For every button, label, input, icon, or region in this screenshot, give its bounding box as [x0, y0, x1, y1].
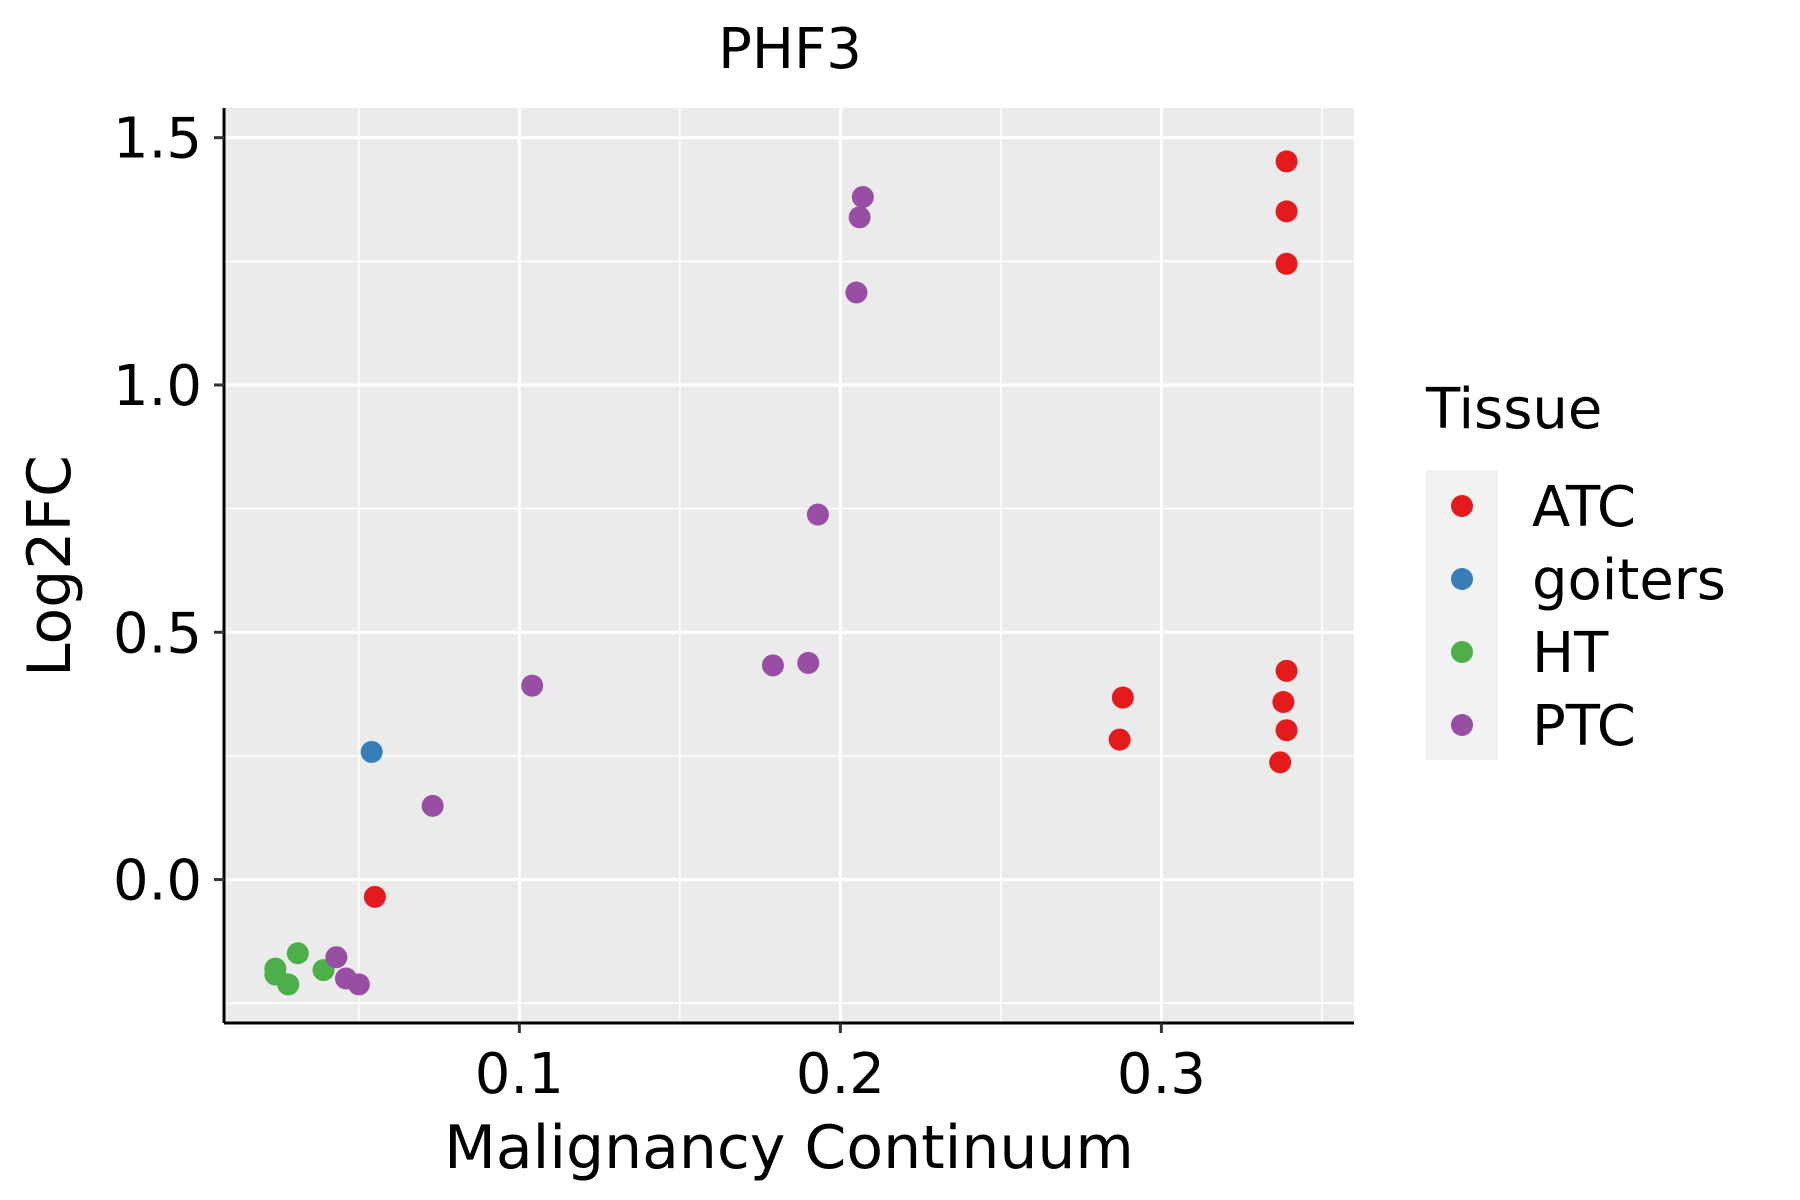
legend: Tissue ATC goiters HT PTC [1425, 377, 1726, 760]
data-point-ptc [806, 503, 829, 526]
data-point-ptc [851, 186, 874, 209]
data-point-ptc [347, 973, 370, 996]
data-point-ptc [325, 946, 348, 969]
legend-label-ptc: PTC [1532, 694, 1636, 759]
y-tick-label: 1.5 [113, 107, 202, 172]
data-point-ht [286, 942, 309, 965]
data-point-ptc [845, 281, 868, 304]
legend-label-ht: HT [1532, 621, 1609, 686]
data-point-ptc [521, 674, 544, 697]
data-point-atc [1275, 150, 1298, 173]
data-point-atc [1269, 751, 1292, 774]
minor-gridlines [224, 108, 1354, 1023]
y-tick-label: 0.0 [113, 849, 202, 914]
data-point-ptc [797, 651, 820, 674]
legend-label-goiters: goiters [1532, 548, 1726, 613]
legend-key-atc [1451, 495, 1473, 517]
x-tick-label: 0.2 [796, 1042, 885, 1107]
data-point-ptc [421, 794, 444, 817]
legend-items: ATC goiters HT PTC [1451, 475, 1726, 759]
legend-label-atc: ATC [1532, 475, 1636, 540]
data-point-ptc [761, 654, 784, 677]
legend-title: Tissue [1425, 377, 1602, 442]
data-point-atc [1275, 719, 1298, 742]
data-point-atc [1275, 252, 1298, 275]
x-tick-label: 0.1 [475, 1042, 564, 1107]
data-point-atc [1275, 659, 1298, 682]
data-point-ht [277, 973, 300, 996]
x-axis-title: Malignancy Continuum [444, 1113, 1134, 1183]
legend-key-ht [1451, 641, 1473, 663]
data-point-atc [1108, 728, 1131, 751]
data-points [264, 150, 1298, 996]
plot-panel [224, 108, 1354, 1023]
major-gridlines [224, 108, 1354, 1023]
legend-key-background [1426, 470, 1498, 760]
y-tick-label: 1.0 [113, 354, 202, 419]
legend-key-ptc [1451, 714, 1473, 736]
x-axis-ticks: 0.1 0.2 0.3 [475, 1023, 1206, 1107]
data-point-atc [1272, 691, 1295, 714]
legend-key-goiters [1451, 568, 1473, 590]
data-point-atc [363, 885, 386, 908]
y-axis-ticks: 0.0 0.5 1.0 1.5 [113, 107, 224, 914]
data-point-atc [1111, 686, 1134, 709]
y-tick-label: 0.5 [113, 601, 202, 666]
y-axis-title: Log2FC [15, 455, 85, 677]
chart-title: PHF3 [718, 17, 862, 82]
data-point-atc [1275, 200, 1298, 223]
data-point-goiters [360, 740, 383, 763]
x-tick-label: 0.3 [1117, 1042, 1206, 1107]
data-point-ptc [848, 206, 871, 229]
